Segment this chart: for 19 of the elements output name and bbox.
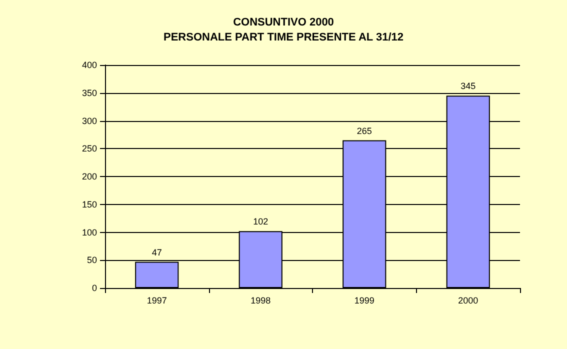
y-tick-label: 0 [92,283,97,293]
chart-title: CONSUNTIVO 2000 [233,16,334,28]
y-tick-label: 400 [82,60,97,70]
x-tick-label: 2000 [458,296,478,306]
data-label: 345 [460,81,476,92]
x-tick-label: 1997 [146,296,167,306]
data-label: 102 [253,216,268,227]
y-tick-label: 100 [82,227,97,238]
y-tick-label: 200 [82,172,97,182]
data-label: 265 [356,126,372,136]
y-tick-label: 300 [82,116,97,126]
chart-subtitle: PERSONALE PART TIME PRESENTE AL 31/12 [163,32,404,44]
data-label: 47 [152,247,162,258]
y-tick-label: 250 [82,144,97,154]
x-tick-label: 1999 [354,296,374,306]
x-tick-label: 1998 [250,296,271,306]
y-tick-label: 50 [86,255,97,266]
y-tick-label: 350 [82,88,97,98]
y-tick-label: 150 [82,199,97,210]
